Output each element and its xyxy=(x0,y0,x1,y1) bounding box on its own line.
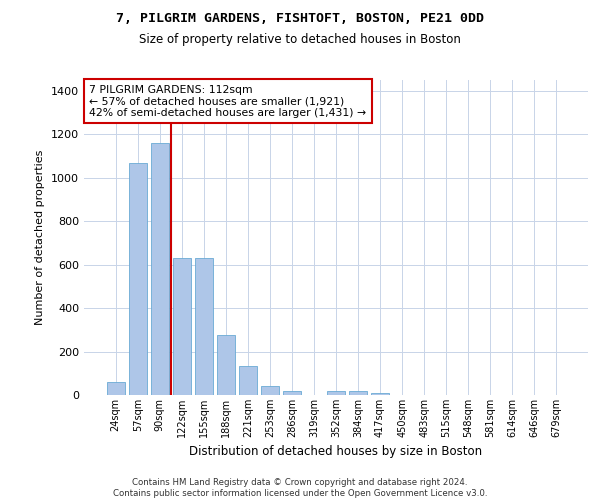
Bar xyxy=(261,386,279,395)
Bar xyxy=(173,258,191,395)
Bar xyxy=(129,163,146,395)
Bar xyxy=(327,390,345,395)
Bar xyxy=(239,366,257,395)
Bar xyxy=(107,382,125,395)
Bar xyxy=(349,390,367,395)
Bar xyxy=(371,393,389,395)
Y-axis label: Number of detached properties: Number of detached properties xyxy=(35,150,46,325)
Bar xyxy=(283,390,301,395)
Bar xyxy=(151,143,169,395)
Bar xyxy=(195,258,212,395)
Bar xyxy=(217,336,235,395)
Text: Size of property relative to detached houses in Boston: Size of property relative to detached ho… xyxy=(139,32,461,46)
Text: Contains HM Land Registry data © Crown copyright and database right 2024.
Contai: Contains HM Land Registry data © Crown c… xyxy=(113,478,487,498)
Text: 7, PILGRIM GARDENS, FISHTOFT, BOSTON, PE21 0DD: 7, PILGRIM GARDENS, FISHTOFT, BOSTON, PE… xyxy=(116,12,484,26)
Text: 7 PILGRIM GARDENS: 112sqm
← 57% of detached houses are smaller (1,921)
42% of se: 7 PILGRIM GARDENS: 112sqm ← 57% of detac… xyxy=(89,84,366,118)
X-axis label: Distribution of detached houses by size in Boston: Distribution of detached houses by size … xyxy=(190,446,482,458)
